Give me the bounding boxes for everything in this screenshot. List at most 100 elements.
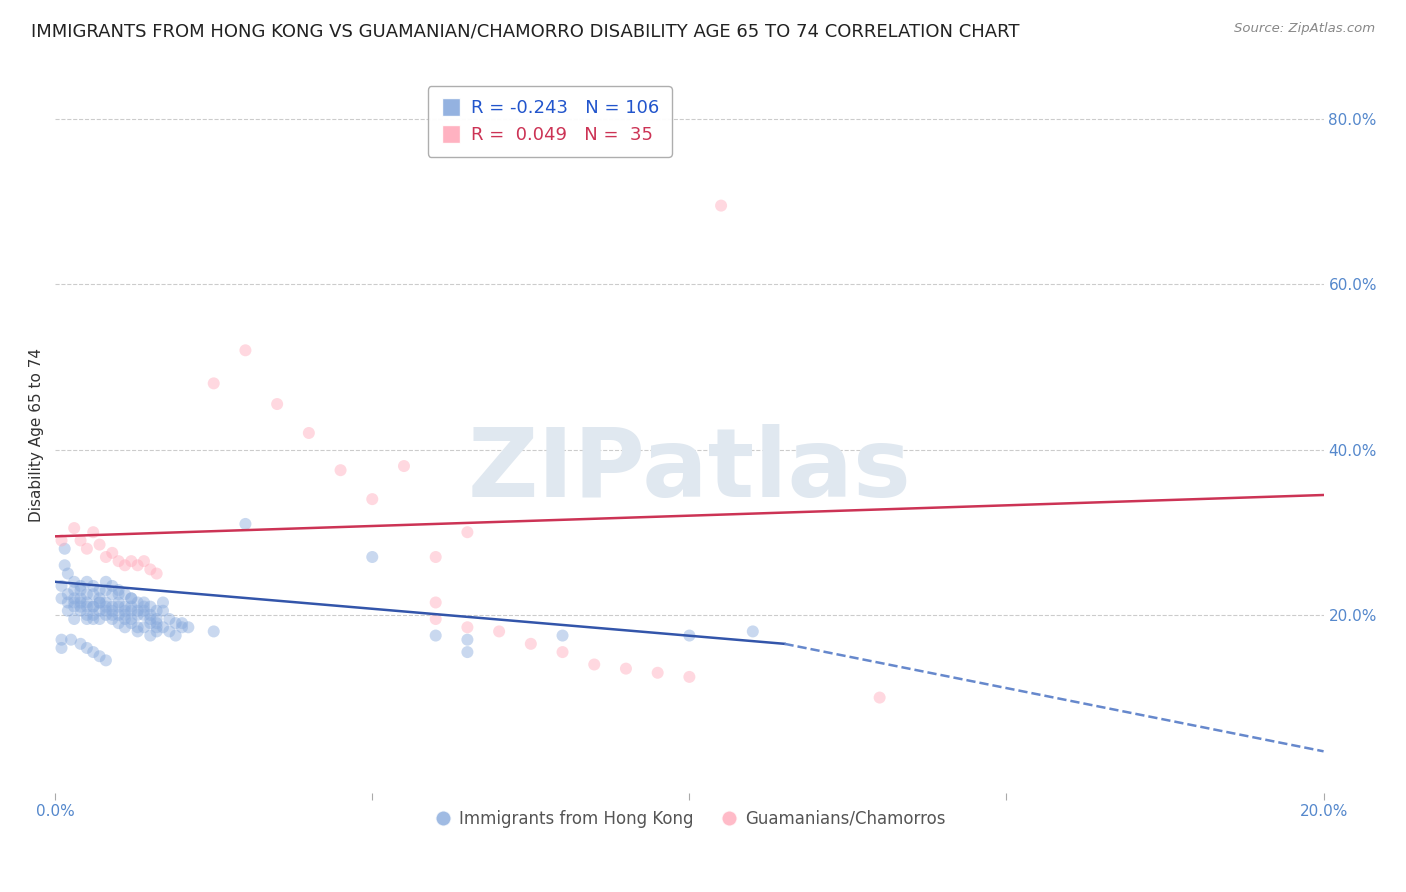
Point	[425, 612, 447, 626]
Point	[127, 607, 149, 622]
Point	[101, 546, 124, 560]
Point	[94, 653, 117, 667]
Point	[51, 579, 73, 593]
Point	[107, 554, 129, 568]
Point	[127, 620, 149, 634]
Point	[56, 587, 79, 601]
Point	[60, 632, 83, 647]
Text: Source: ZipAtlas.com: Source: ZipAtlas.com	[1234, 22, 1375, 36]
Point	[456, 632, 478, 647]
Point	[139, 612, 162, 626]
Point	[94, 607, 117, 622]
Point	[139, 562, 162, 576]
Point	[89, 583, 111, 598]
Point	[145, 624, 167, 639]
Point	[82, 599, 104, 614]
Point	[120, 554, 142, 568]
Point	[82, 612, 104, 626]
Point	[678, 629, 700, 643]
Point	[63, 599, 86, 614]
Point	[741, 624, 763, 639]
Point	[235, 516, 257, 531]
Point	[132, 607, 155, 622]
Point	[82, 587, 104, 601]
Point	[132, 620, 155, 634]
Point	[120, 591, 142, 606]
Point	[76, 587, 98, 601]
Point	[139, 599, 162, 614]
Point	[145, 616, 167, 631]
Point	[152, 604, 174, 618]
Point	[132, 604, 155, 618]
Point	[107, 595, 129, 609]
Point	[69, 595, 91, 609]
Point	[89, 604, 111, 618]
Point	[76, 607, 98, 622]
Point	[114, 612, 136, 626]
Point	[614, 662, 637, 676]
Point	[101, 599, 124, 614]
Point	[456, 645, 478, 659]
Point	[69, 599, 91, 614]
Point	[94, 549, 117, 564]
Point	[170, 620, 193, 634]
Point	[202, 376, 225, 391]
Text: ZIPatlas: ZIPatlas	[467, 425, 911, 517]
Point	[170, 616, 193, 631]
Point	[63, 583, 86, 598]
Point	[63, 591, 86, 606]
Point	[120, 604, 142, 618]
Point	[114, 604, 136, 618]
Point	[157, 624, 180, 639]
Point	[114, 558, 136, 573]
Point	[361, 492, 384, 507]
Point	[157, 612, 180, 626]
Point	[456, 525, 478, 540]
Point	[425, 595, 447, 609]
Point	[120, 591, 142, 606]
Point	[152, 595, 174, 609]
Point	[361, 549, 384, 564]
Point	[298, 425, 321, 440]
Point	[107, 583, 129, 598]
Point	[101, 587, 124, 601]
Point	[127, 604, 149, 618]
Point	[120, 599, 142, 614]
Point	[51, 591, 73, 606]
Point	[120, 616, 142, 631]
Point	[145, 566, 167, 581]
Point	[69, 604, 91, 618]
Point	[678, 670, 700, 684]
Point	[63, 521, 86, 535]
Point	[82, 607, 104, 622]
Point	[89, 612, 111, 626]
Point	[114, 620, 136, 634]
Y-axis label: Disability Age 65 to 74: Disability Age 65 to 74	[30, 348, 44, 522]
Legend: Immigrants from Hong Kong, Guamanians/Chamorros: Immigrants from Hong Kong, Guamanians/Ch…	[426, 803, 953, 834]
Point	[53, 541, 76, 556]
Point	[94, 574, 117, 589]
Point	[583, 657, 606, 672]
Point	[165, 629, 187, 643]
Point	[69, 583, 91, 598]
Point	[56, 566, 79, 581]
Point	[63, 612, 86, 626]
Point	[145, 612, 167, 626]
Point	[114, 607, 136, 622]
Point	[69, 591, 91, 606]
Point	[132, 554, 155, 568]
Point	[202, 624, 225, 639]
Point	[127, 624, 149, 639]
Point	[425, 549, 447, 564]
Point	[101, 604, 124, 618]
Point	[82, 579, 104, 593]
Point	[76, 595, 98, 609]
Point	[127, 595, 149, 609]
Point	[710, 198, 733, 212]
Point	[132, 599, 155, 614]
Point	[53, 558, 76, 573]
Point	[101, 612, 124, 626]
Point	[76, 599, 98, 614]
Point	[551, 629, 574, 643]
Point	[114, 587, 136, 601]
